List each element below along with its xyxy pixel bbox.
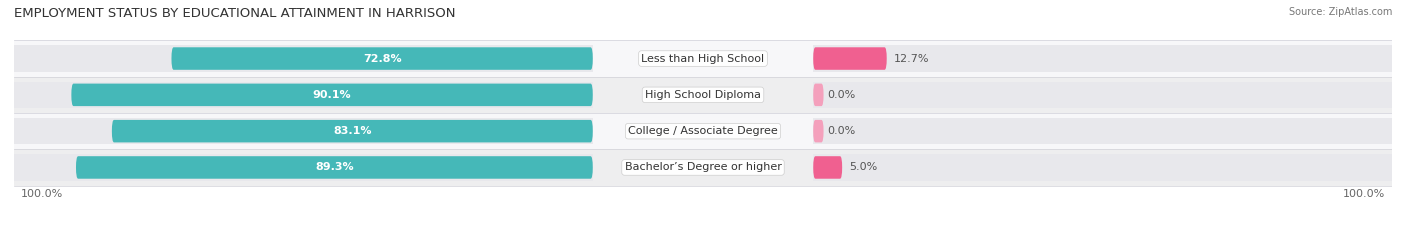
Bar xyxy=(14,154,593,181)
Text: 0.0%: 0.0% xyxy=(827,90,855,100)
FancyBboxPatch shape xyxy=(813,156,842,179)
Text: 100.0%: 100.0% xyxy=(1343,188,1385,199)
Bar xyxy=(14,149,1392,186)
Text: 83.1%: 83.1% xyxy=(333,126,371,136)
Text: Less than High School: Less than High School xyxy=(641,54,765,64)
Bar xyxy=(14,118,593,144)
FancyBboxPatch shape xyxy=(112,120,593,142)
Bar xyxy=(14,45,593,72)
Text: 5.0%: 5.0% xyxy=(849,162,877,172)
Text: College / Associate Degree: College / Associate Degree xyxy=(628,126,778,136)
Text: 0.0%: 0.0% xyxy=(827,126,855,136)
Bar xyxy=(813,118,1392,144)
Text: 12.7%: 12.7% xyxy=(894,54,929,64)
Text: Bachelor’s Degree or higher: Bachelor’s Degree or higher xyxy=(624,162,782,172)
Text: Source: ZipAtlas.com: Source: ZipAtlas.com xyxy=(1288,7,1392,17)
Legend: In Labor Force, Unemployed: In Labor Force, Unemployed xyxy=(596,232,810,233)
Text: 72.8%: 72.8% xyxy=(363,54,402,64)
FancyBboxPatch shape xyxy=(172,47,593,70)
Text: EMPLOYMENT STATUS BY EDUCATIONAL ATTAINMENT IN HARRISON: EMPLOYMENT STATUS BY EDUCATIONAL ATTAINM… xyxy=(14,7,456,20)
Text: 89.3%: 89.3% xyxy=(315,162,354,172)
Text: High School Diploma: High School Diploma xyxy=(645,90,761,100)
FancyBboxPatch shape xyxy=(813,47,887,70)
FancyBboxPatch shape xyxy=(72,84,593,106)
Text: 100.0%: 100.0% xyxy=(21,188,63,199)
FancyBboxPatch shape xyxy=(813,84,824,106)
Bar xyxy=(813,154,1392,181)
Bar xyxy=(813,82,1392,108)
Bar xyxy=(14,40,1392,77)
Bar xyxy=(813,45,1392,72)
Bar xyxy=(14,82,593,108)
Text: 90.1%: 90.1% xyxy=(312,90,352,100)
FancyBboxPatch shape xyxy=(76,156,593,179)
FancyBboxPatch shape xyxy=(813,120,824,142)
Bar xyxy=(14,77,1392,113)
Bar xyxy=(14,113,1392,149)
